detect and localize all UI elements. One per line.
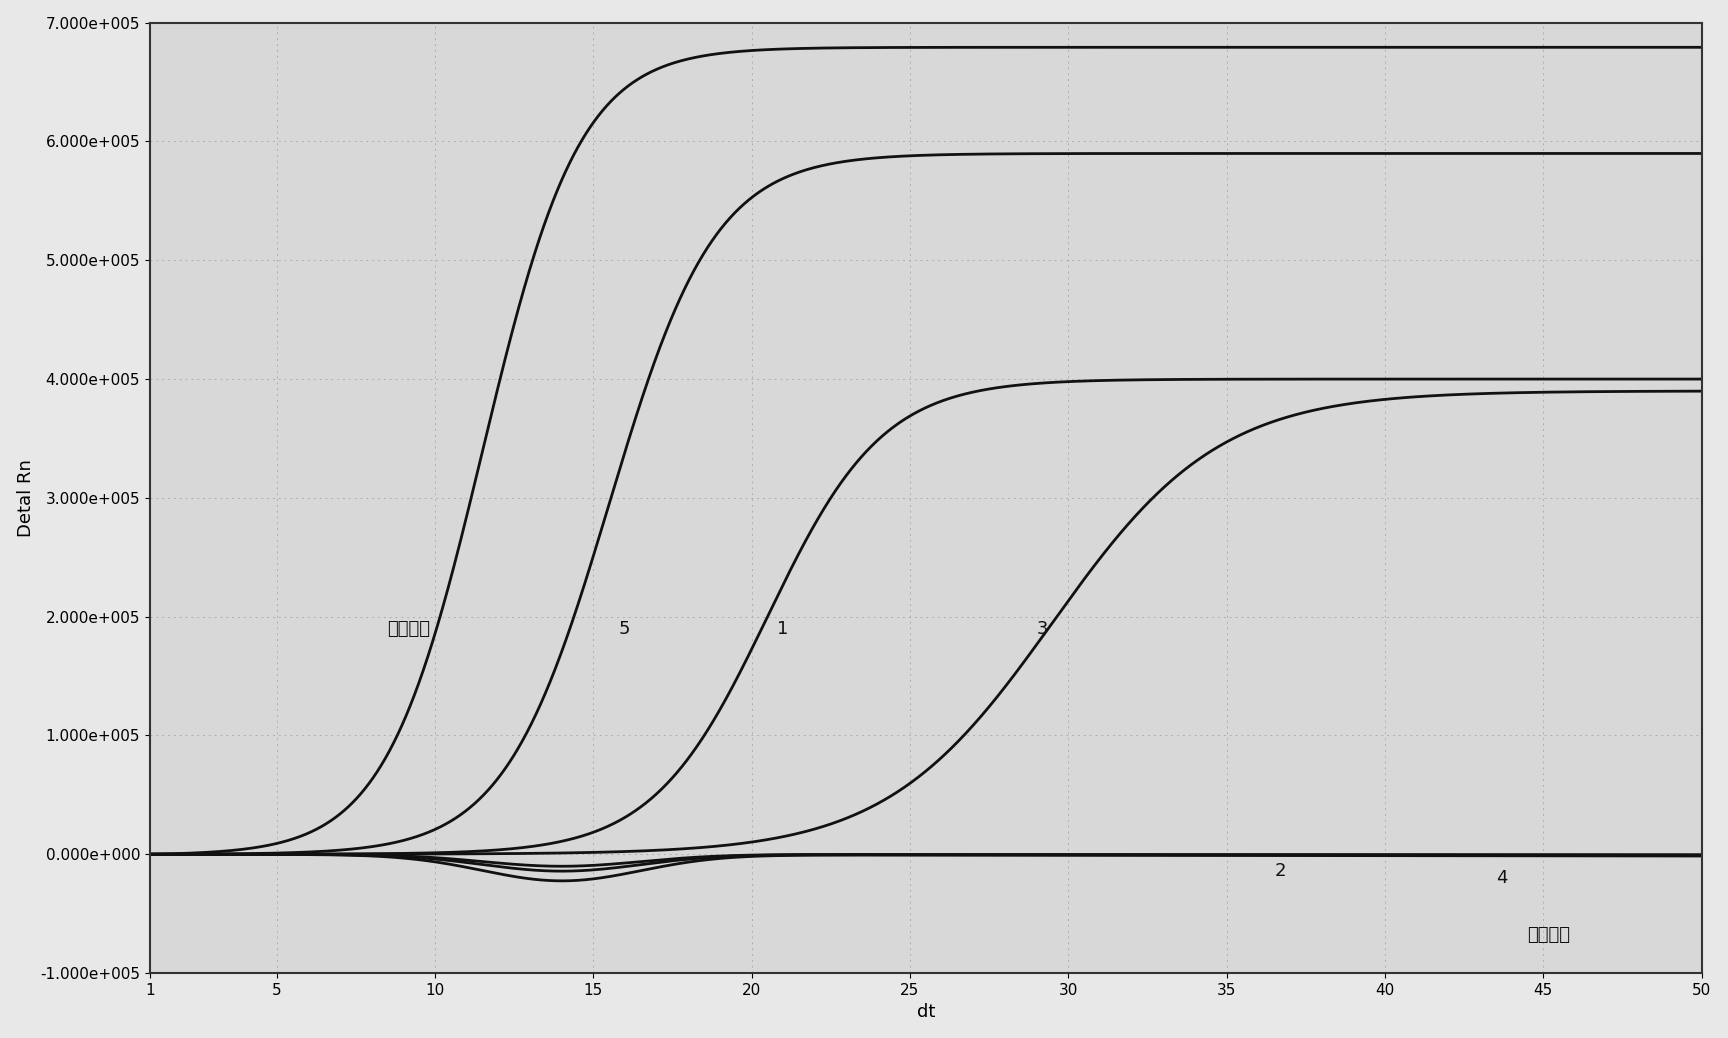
Text: 4: 4 [1496, 869, 1507, 886]
Text: 1: 1 [778, 621, 788, 638]
Text: 阴性对照: 阴性对照 [1528, 926, 1571, 944]
X-axis label: dt: dt [916, 1004, 935, 1021]
Text: 2: 2 [1274, 862, 1286, 879]
Text: 5: 5 [619, 621, 631, 638]
Text: 阳性对照: 阳性对照 [387, 621, 430, 638]
Y-axis label: Detal Rn: Detal Rn [17, 459, 35, 537]
Text: 3: 3 [1037, 621, 1049, 638]
